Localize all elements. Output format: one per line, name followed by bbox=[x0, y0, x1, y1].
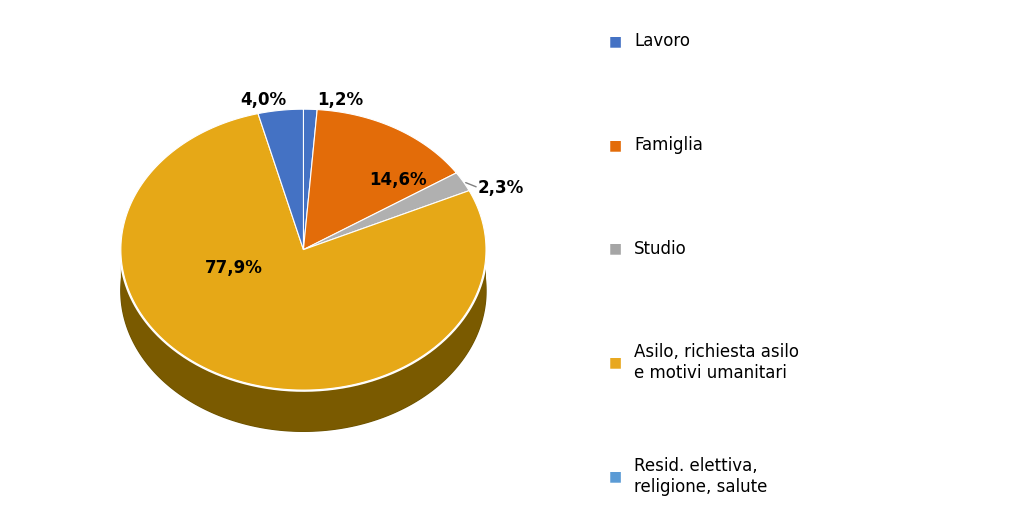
Text: Lavoro: Lavoro bbox=[634, 33, 691, 50]
Polygon shape bbox=[304, 173, 470, 250]
Text: 77,9%: 77,9% bbox=[206, 260, 263, 277]
Polygon shape bbox=[121, 113, 486, 390]
Text: ■: ■ bbox=[609, 469, 622, 484]
Polygon shape bbox=[258, 109, 304, 250]
Text: Resid. elettiva,
religione, salute: Resid. elettiva, religione, salute bbox=[634, 457, 767, 496]
Polygon shape bbox=[304, 109, 317, 250]
Text: 4,0%: 4,0% bbox=[240, 91, 286, 109]
Text: ■: ■ bbox=[609, 34, 622, 49]
Polygon shape bbox=[121, 150, 486, 431]
Polygon shape bbox=[121, 251, 486, 431]
Text: 2,3%: 2,3% bbox=[478, 179, 524, 197]
Text: ■: ■ bbox=[609, 138, 622, 152]
Polygon shape bbox=[304, 110, 456, 250]
Text: 1,2%: 1,2% bbox=[317, 91, 363, 109]
Text: ■: ■ bbox=[609, 355, 622, 370]
Text: Studio: Studio bbox=[634, 240, 687, 257]
Text: 14,6%: 14,6% bbox=[369, 171, 428, 190]
Text: Asilo, richiesta asilo
e motivi umanitari: Asilo, richiesta asilo e motivi umanitar… bbox=[634, 343, 799, 382]
Text: ■: ■ bbox=[609, 241, 622, 256]
Text: Famiglia: Famiglia bbox=[634, 136, 703, 154]
